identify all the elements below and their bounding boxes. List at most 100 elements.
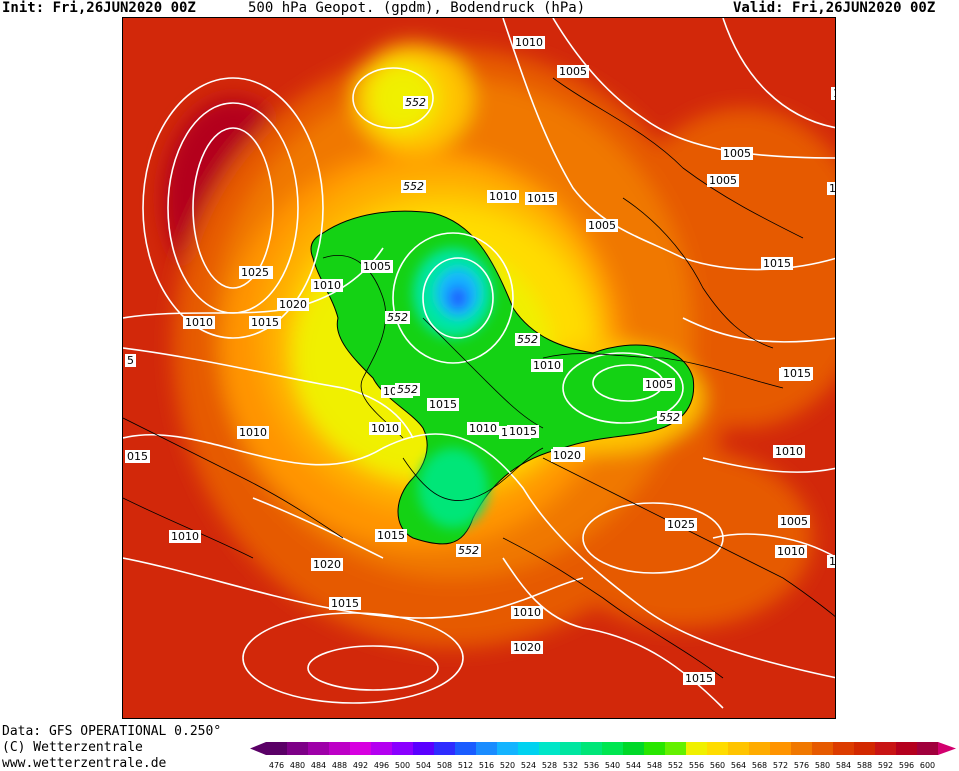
isobar-label: 1025 (239, 266, 271, 279)
isobar-label: 1015 (525, 192, 557, 205)
svg-text:1015: 1015 (509, 425, 537, 438)
isobar-label: 1005 (778, 515, 810, 528)
legend-swatch (497, 742, 519, 755)
svg-text:1010: 1010 (533, 359, 561, 372)
isobar-label: 1010 (237, 426, 269, 439)
legend-tick-label: 484 (311, 761, 326, 770)
svg-text:100: 100 (829, 182, 836, 195)
isobar-label: 1010 (467, 422, 499, 435)
svg-text:1015: 1015 (331, 597, 359, 610)
legend-tick-label: 552 (668, 761, 683, 770)
svg-text:1005: 1005 (833, 87, 836, 100)
geopotential-contour-label: 552 (456, 544, 481, 557)
legend-tick-label: 488 (332, 761, 347, 770)
legend-tick-label: 492 (353, 761, 368, 770)
svg-text:1005: 1005 (780, 515, 808, 528)
legend-tick-label: 600 (920, 761, 935, 770)
isobar-label: 1015 (375, 529, 407, 542)
legend-tick-label: 556 (689, 761, 704, 770)
isobar-label: 1010 (773, 445, 805, 458)
svg-text:1005: 1005 (723, 147, 751, 160)
legend-tick-label: 588 (857, 761, 872, 770)
legend-tick-label: 544 (626, 761, 641, 770)
isobar-label: 1005 (721, 147, 753, 160)
svg-text:100: 100 (829, 555, 836, 568)
isobar-label: 1020 (277, 298, 309, 311)
legend-swatch (728, 742, 750, 755)
svg-text:1010: 1010 (515, 36, 543, 49)
geopotential-contour-label: 552 (657, 411, 682, 424)
legend-swatch (770, 742, 792, 755)
legend-swatch (539, 742, 561, 755)
legend-tick-label: 500 (395, 761, 410, 770)
legend-tick-label: 512 (458, 761, 473, 770)
legend-tick-label: 540 (605, 761, 620, 770)
svg-text:1015: 1015 (527, 192, 555, 205)
legend-tick-label: 528 (542, 761, 557, 770)
svg-text:1015: 1015 (377, 529, 405, 542)
legend-tick-label: 520 (500, 761, 515, 770)
legend-swatch (266, 742, 288, 755)
svg-text:1015: 1015 (763, 257, 791, 270)
svg-text:1010: 1010 (777, 545, 805, 558)
isobar-label: 1005 (831, 87, 836, 100)
legend-swatch (413, 742, 435, 755)
legend-swatch (308, 742, 330, 755)
isobar-label: 015 (125, 450, 150, 463)
svg-text:1005: 1005 (363, 260, 391, 273)
legend-tick-label: 536 (584, 761, 599, 770)
legend-swatch (875, 742, 897, 755)
geopotential-contour-label: 552 (385, 311, 410, 324)
coastlines (123, 77, 835, 679)
isobar-label: 1010 (183, 316, 215, 329)
svg-text:552: 552 (458, 544, 479, 557)
legend-tick-label: 480 (290, 761, 305, 770)
copyright-label: (C) Wetterzentrale (2, 740, 143, 755)
isobar-label: 100 (827, 182, 836, 195)
geopotential-contour-label: 552 (395, 383, 420, 396)
legend-tick-label: 476 (269, 761, 284, 770)
legend-swatch (476, 742, 498, 755)
isobar-label: 1010 (169, 530, 201, 543)
svg-text:1015: 1015 (429, 398, 457, 411)
geopotential-contour-label: 552 (403, 96, 428, 109)
isobar-label: 1015 (329, 597, 361, 610)
legend-tick-label: 532 (563, 761, 578, 770)
svg-text:1025: 1025 (667, 518, 695, 531)
isobar-label: 1010 (775, 545, 807, 558)
svg-text:1005: 1005 (709, 174, 737, 187)
map-labels: 1010100510051005100510101015100510151005… (125, 36, 836, 685)
legend-swatch (644, 742, 666, 755)
svg-text:1010: 1010 (239, 426, 267, 439)
svg-text:015: 015 (127, 450, 148, 463)
svg-text:1010: 1010 (775, 445, 803, 458)
legend-swatch (287, 742, 309, 755)
legend-swatch (833, 742, 855, 755)
legend-swatch (686, 742, 708, 755)
svg-text:552: 552 (403, 180, 424, 193)
legend-min-arrow (250, 742, 266, 755)
svg-text:1015: 1015 (783, 367, 811, 380)
isobar-label: 1015 (781, 367, 813, 380)
svg-text:1005: 1005 (588, 219, 616, 232)
svg-text:1020: 1020 (513, 641, 541, 654)
isobar-label: 1015 (249, 316, 281, 329)
svg-text:1010: 1010 (171, 530, 199, 543)
legend-swatch (707, 742, 729, 755)
legend-swatch (434, 742, 456, 755)
isobar-label: 1015 (761, 257, 793, 270)
legend-swatch (350, 742, 372, 755)
legend-swatch (917, 742, 939, 755)
svg-text:1010: 1010 (489, 190, 517, 203)
legend-tick-label: 596 (899, 761, 914, 770)
legend-tick-label: 496 (374, 761, 389, 770)
legend-swatch (854, 742, 876, 755)
legend-tick-label: 568 (752, 761, 767, 770)
isobar-label: 1020 (511, 641, 543, 654)
legend-tick-label: 516 (479, 761, 494, 770)
legend-swatch (896, 742, 918, 755)
legend-tick-label: 576 (794, 761, 809, 770)
init-time-label: Init: Fri,26JUN2020 00Z (2, 0, 196, 16)
svg-text:1005: 1005 (645, 378, 673, 391)
legend-tick-label: 524 (521, 761, 536, 770)
